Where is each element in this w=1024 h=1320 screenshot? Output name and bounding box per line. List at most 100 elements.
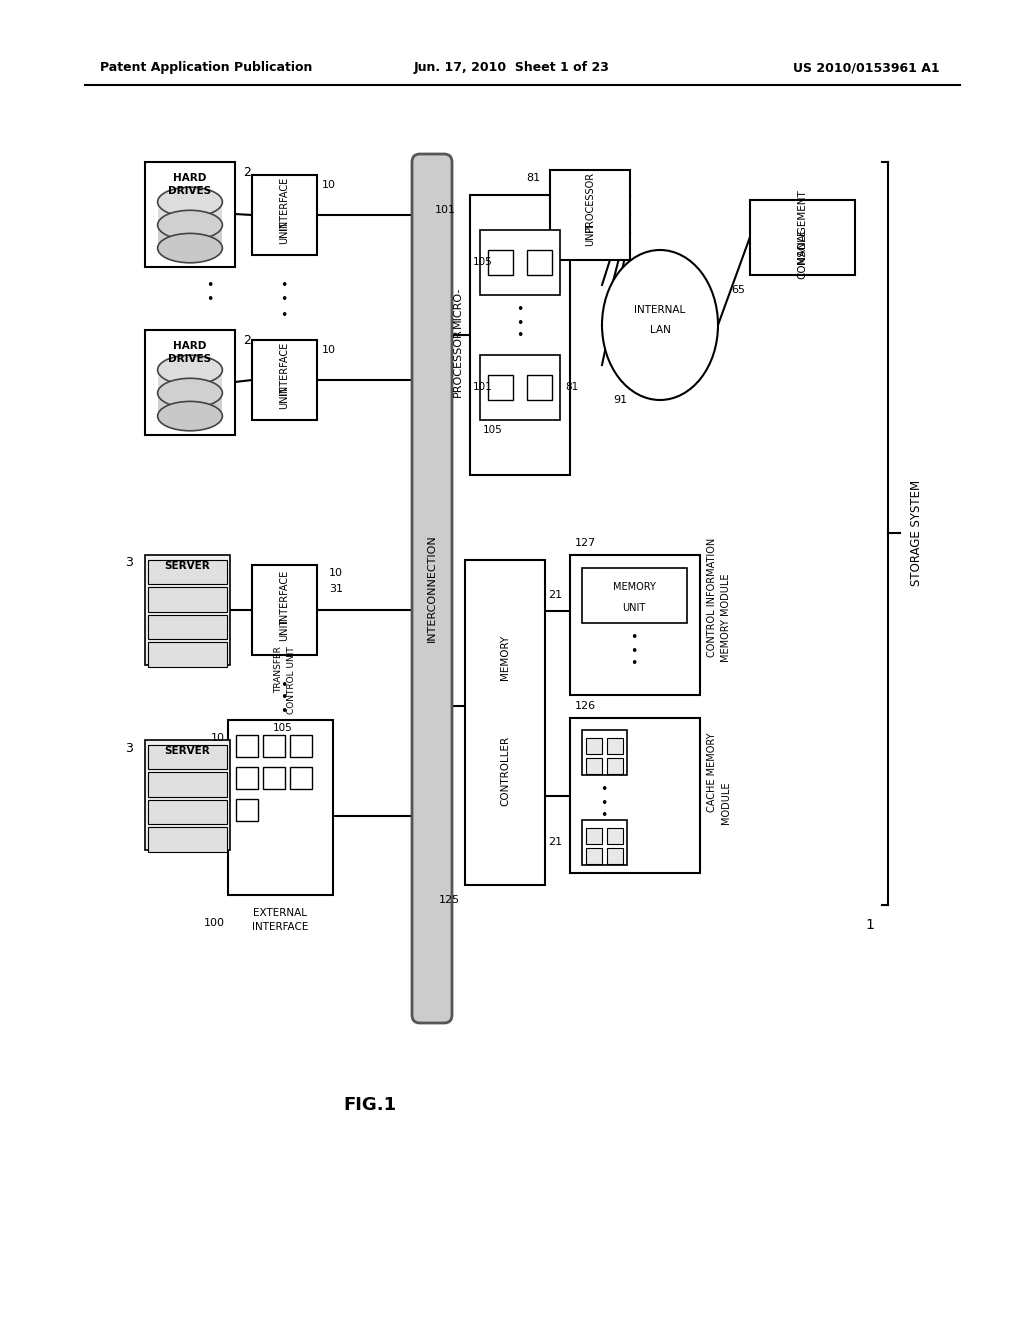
Text: MEMORY MODULE: MEMORY MODULE xyxy=(721,574,731,663)
Text: MEMORY: MEMORY xyxy=(612,582,655,593)
Text: •: • xyxy=(631,644,638,657)
Bar xyxy=(582,730,627,775)
Text: Jun. 17, 2010  Sheet 1 of 23: Jun. 17, 2010 Sheet 1 of 23 xyxy=(414,62,610,74)
Bar xyxy=(527,375,552,400)
Text: DRIVES: DRIVES xyxy=(168,354,212,364)
Text: HARD: HARD xyxy=(173,173,207,182)
Bar xyxy=(158,370,222,393)
Ellipse shape xyxy=(602,249,718,400)
Bar xyxy=(586,738,602,754)
Text: UNIT: UNIT xyxy=(279,618,289,642)
Text: •: • xyxy=(281,309,288,322)
Bar xyxy=(148,643,227,667)
Text: 81: 81 xyxy=(526,173,540,183)
Text: 1: 1 xyxy=(865,917,874,932)
Text: EXTERNAL: EXTERNAL xyxy=(253,908,307,917)
Text: INTERNAL: INTERNAL xyxy=(635,305,686,315)
Text: •: • xyxy=(281,279,288,292)
Text: •: • xyxy=(281,293,288,306)
Text: CONTROLLER: CONTROLLER xyxy=(500,737,510,807)
Text: 3: 3 xyxy=(125,557,133,569)
Text: 31: 31 xyxy=(329,583,343,594)
Text: 21: 21 xyxy=(548,590,562,601)
Text: 2: 2 xyxy=(243,334,251,346)
Bar xyxy=(570,718,700,873)
Bar xyxy=(607,828,623,843)
Text: UNIT: UNIT xyxy=(279,385,289,409)
Text: 105: 105 xyxy=(473,257,493,267)
Bar xyxy=(148,744,227,770)
Bar xyxy=(148,615,227,639)
Text: CONTROL INFORMATION: CONTROL INFORMATION xyxy=(707,537,717,656)
Bar xyxy=(290,735,312,756)
Bar xyxy=(582,820,627,865)
Bar xyxy=(148,772,227,797)
Text: CONSOLE: CONSOLE xyxy=(797,228,807,280)
Bar xyxy=(158,202,222,224)
Bar xyxy=(252,176,317,255)
Bar xyxy=(228,719,333,895)
Text: •: • xyxy=(206,279,214,292)
Bar xyxy=(148,560,227,585)
Text: PROCESSOR: PROCESSOR xyxy=(585,172,595,231)
Text: •: • xyxy=(516,317,523,330)
Text: HARD: HARD xyxy=(173,341,207,351)
Bar xyxy=(236,799,258,821)
Text: •: • xyxy=(600,784,607,796)
Text: •: • xyxy=(600,809,607,822)
Bar xyxy=(145,554,230,665)
Bar xyxy=(586,847,602,865)
Text: 81: 81 xyxy=(565,381,579,392)
Text: •: • xyxy=(206,293,214,306)
Text: •: • xyxy=(281,678,288,692)
Bar xyxy=(236,767,258,789)
Text: 91: 91 xyxy=(613,395,627,405)
Text: MICRO-: MICRO- xyxy=(453,286,463,327)
Bar xyxy=(465,560,545,884)
Text: 3: 3 xyxy=(125,742,133,755)
Bar xyxy=(470,195,570,475)
Bar xyxy=(750,201,855,275)
Bar xyxy=(145,330,234,436)
Text: INTERFACE: INTERFACE xyxy=(279,570,289,623)
Text: UNIT: UNIT xyxy=(585,223,595,247)
Bar xyxy=(550,170,630,260)
Text: SERVER: SERVER xyxy=(164,561,210,572)
Text: 10: 10 xyxy=(211,733,225,743)
Text: •: • xyxy=(281,705,288,718)
Text: US 2010/0153961 A1: US 2010/0153961 A1 xyxy=(794,62,940,74)
Text: UNIT: UNIT xyxy=(279,220,289,244)
Text: 10: 10 xyxy=(322,180,336,190)
Ellipse shape xyxy=(158,355,222,384)
Text: CONTROL UNIT: CONTROL UNIT xyxy=(288,645,297,714)
Text: MODULE: MODULE xyxy=(721,781,731,825)
Text: •: • xyxy=(516,304,523,317)
Bar xyxy=(236,735,258,756)
Text: 2: 2 xyxy=(243,165,251,178)
Text: •: • xyxy=(600,796,607,809)
Bar xyxy=(480,230,560,294)
Bar xyxy=(158,224,222,248)
Bar xyxy=(148,587,227,612)
Text: CACHE MEMORY: CACHE MEMORY xyxy=(707,733,717,812)
Ellipse shape xyxy=(158,187,222,216)
Bar xyxy=(263,735,285,756)
Ellipse shape xyxy=(158,210,222,240)
Bar xyxy=(290,767,312,789)
Text: 125: 125 xyxy=(439,895,460,906)
Text: PROCESSOR: PROCESSOR xyxy=(453,329,463,397)
Text: STORAGE SYSTEM: STORAGE SYSTEM xyxy=(909,480,923,586)
Bar xyxy=(488,375,513,400)
Text: SERVER: SERVER xyxy=(164,746,210,756)
Bar xyxy=(607,847,623,865)
Text: 127: 127 xyxy=(575,539,596,548)
Bar xyxy=(607,758,623,774)
Text: FIG.1: FIG.1 xyxy=(343,1096,396,1114)
Text: INTERFACE: INTERFACE xyxy=(279,342,289,395)
Text: 101: 101 xyxy=(473,381,493,392)
Bar xyxy=(586,828,602,843)
Text: INTERFACE: INTERFACE xyxy=(279,177,289,230)
Bar xyxy=(158,393,222,416)
Bar xyxy=(607,738,623,754)
Bar xyxy=(148,828,227,851)
